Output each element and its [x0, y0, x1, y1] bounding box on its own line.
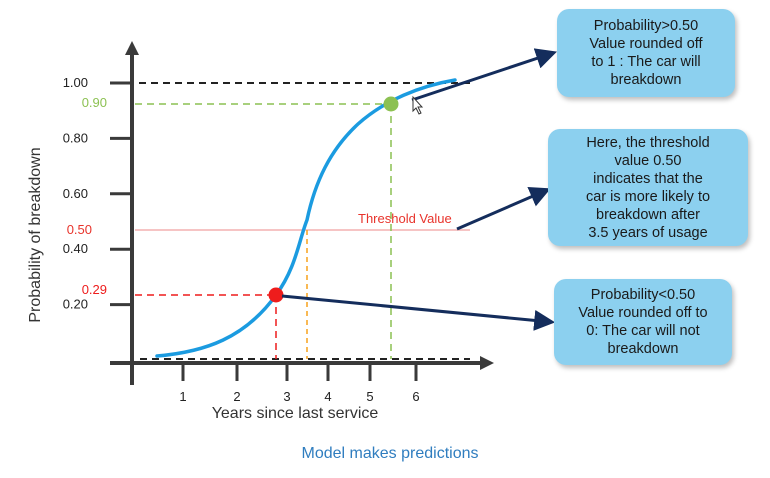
x-tick-label: 5 [366, 389, 373, 404]
x-axis-title: Years since last service [212, 405, 379, 422]
callout-line: value 0.50 [614, 152, 682, 169]
callout-line: indicates that the [593, 170, 703, 187]
y-tick-label: 1.00 [63, 75, 88, 90]
x-tick-label: 1 [179, 389, 186, 404]
high-probability-point [383, 96, 399, 112]
callout-line: Probability<0.50 [590, 287, 696, 303]
x-axis-arrowhead [480, 356, 494, 370]
callout-line: to 1 : The car will [591, 54, 701, 70]
callout-line: 0: The car will not [586, 323, 700, 339]
callout-line: breakdown [610, 72, 682, 88]
x-tick-label: 3 [283, 389, 290, 404]
arrow-to-top-callout [411, 48, 557, 102]
slide-caption: Model makes predictions [301, 445, 479, 462]
low-probability-point [268, 287, 284, 303]
x-tick-label: 6 [412, 389, 419, 404]
low-point-value-label: 0.29 [82, 282, 107, 297]
y-tick-label: 0.80 [63, 130, 88, 145]
mouse-cursor-icon [412, 95, 424, 115]
callout-below-threshold: Probability<0.50 Value rounded off to 0:… [554, 279, 732, 365]
callout-line: Probability>0.50 [593, 18, 699, 34]
y-axis-arrowhead [125, 41, 139, 55]
callout-line: breakdown [607, 341, 679, 357]
threshold-text: Threshold Value [358, 211, 452, 226]
high-point-value-label: 0.90 [82, 95, 107, 110]
y-tick-label: 0.20 [63, 297, 88, 312]
arrow-to-threshold-callout [456, 187, 551, 231]
x-tick-label: 4 [324, 389, 331, 404]
y-tick-label: 0.40 [63, 241, 88, 256]
y-axis-title: Probability of breakdown [27, 147, 44, 322]
callout-line: Value rounded off [589, 36, 703, 52]
callout-line: breakdown after [596, 206, 700, 223]
callout-line: Here, the threshold [586, 134, 710, 151]
callout-above-threshold: Probability>0.50 Value rounded off to 1 … [557, 9, 735, 97]
threshold-value-label: 0.50 [67, 222, 92, 237]
callout-line: Value rounded off to [578, 305, 708, 321]
callout-line: 3.5 years of usage [588, 224, 708, 241]
callout-line: car is more likely to [585, 188, 711, 205]
x-tick-label: 2 [233, 389, 240, 404]
arrow-to-bottom-callout [281, 294, 556, 331]
callout-threshold: Here, the threshold value 0.50 indicates… [548, 129, 748, 246]
y-tick-label: 0.60 [63, 186, 88, 201]
